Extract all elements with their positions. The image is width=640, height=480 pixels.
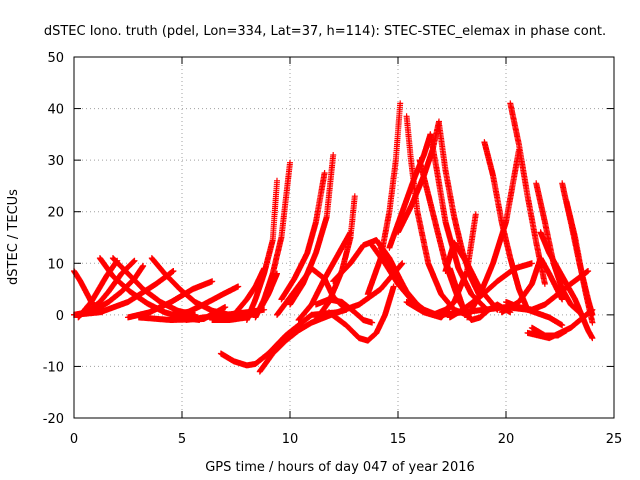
- series-markers: [524, 306, 596, 342]
- series-markers: [364, 100, 404, 298]
- x-tick-label: 20: [498, 432, 515, 447]
- series-markers: [252, 159, 293, 321]
- y-tick-label: 20: [47, 206, 64, 221]
- series-markers: [217, 311, 315, 369]
- x-axis-label: GPS time / hours of day 047 of year 2016: [205, 460, 475, 475]
- x-tick-label: 15: [390, 432, 407, 447]
- series-markers: [243, 177, 280, 323]
- y-tick-label: 0: [56, 309, 64, 324]
- series-markers: [278, 170, 328, 303]
- series-markers: [498, 255, 566, 316]
- y-tick-label: 10: [47, 257, 64, 272]
- axis-ticks: -20 -10 0 10 20 30 40 50 0 5 10 15 20 25: [43, 51, 623, 447]
- series-markers: [295, 229, 354, 323]
- series-15: [252, 159, 293, 321]
- series-27: [364, 100, 404, 298]
- series-markers: [168, 283, 242, 318]
- x-tick-label: 25: [606, 432, 623, 447]
- plot-frame: [73, 56, 615, 419]
- series-markers: [75, 257, 121, 321]
- series-markers: [464, 146, 522, 321]
- series-45: [498, 255, 566, 316]
- series-16: [217, 311, 315, 369]
- series-41: [464, 146, 522, 321]
- y-tick-label: 40: [47, 103, 64, 118]
- x-tick-label: 0: [70, 432, 78, 447]
- series-14: [243, 177, 280, 323]
- y-tick-label: 30: [47, 154, 64, 169]
- series-28: [369, 242, 440, 318]
- data-series: [71, 100, 596, 375]
- series-21: [295, 229, 354, 323]
- y-tick-label: -20: [43, 412, 64, 427]
- series-markers: [537, 229, 596, 342]
- y-axis-label: dSTEC / TECUs: [6, 189, 21, 285]
- series-47: [537, 229, 596, 342]
- y-tick-label: 50: [47, 51, 64, 66]
- x-tick-label: 10: [282, 432, 299, 447]
- series-5: [75, 257, 121, 321]
- series-9: [168, 283, 242, 318]
- series-markers: [369, 242, 440, 318]
- series-51: [524, 306, 596, 342]
- y-tick-label: -10: [43, 360, 64, 375]
- chart-title: dSTEC Iono. truth (pdel, Lon=334, Lat=37…: [44, 24, 606, 39]
- x-tick-label: 5: [178, 432, 186, 447]
- series-18: [278, 170, 328, 303]
